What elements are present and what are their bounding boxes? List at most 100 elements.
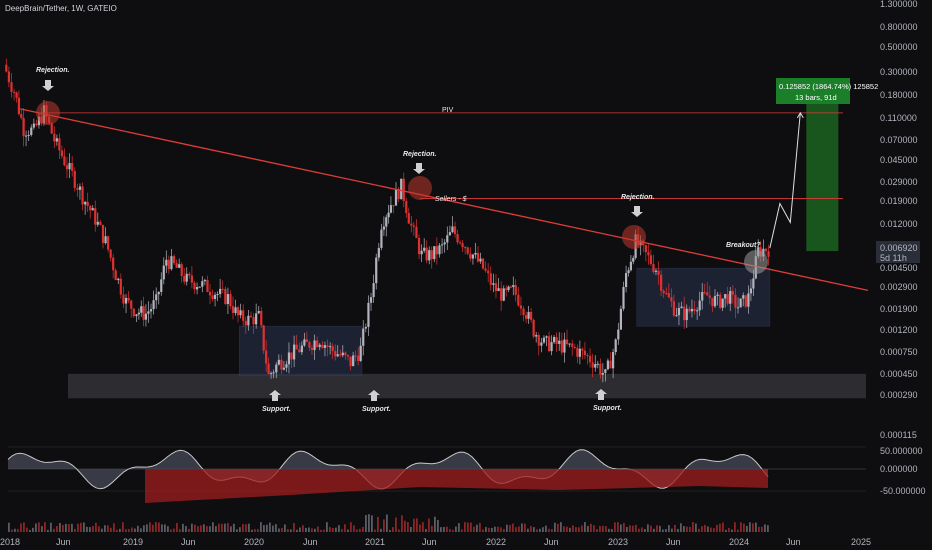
candle-body bbox=[17, 97, 21, 115]
volume-bar bbox=[77, 523, 79, 532]
time-tick: Jun bbox=[544, 537, 559, 547]
candle-body bbox=[172, 256, 176, 264]
volume-bar bbox=[53, 528, 55, 532]
volume-bar bbox=[620, 524, 622, 532]
candle-body bbox=[654, 270, 658, 272]
candle-body bbox=[665, 293, 668, 295]
chart-title: DeepBrain/Tether, 1W, GATEIO bbox=[5, 4, 117, 13]
candle-body bbox=[527, 311, 530, 319]
volume-bar bbox=[173, 528, 175, 532]
candle-body bbox=[130, 300, 133, 309]
volume-bar bbox=[56, 525, 58, 532]
candle-body bbox=[5, 64, 8, 72]
osc-tick: 0.000000 bbox=[880, 464, 918, 474]
candle-body bbox=[606, 360, 610, 370]
candle-body bbox=[517, 294, 520, 306]
volume-bar bbox=[755, 522, 757, 532]
volume-bar bbox=[65, 523, 67, 532]
candle-body bbox=[188, 273, 191, 276]
candle-body bbox=[178, 264, 181, 268]
volume-bar bbox=[116, 529, 118, 532]
volume-bar bbox=[683, 526, 685, 532]
volume-bar bbox=[521, 523, 523, 532]
volume-bar bbox=[41, 526, 43, 532]
volume-bar bbox=[26, 527, 28, 532]
candle-body bbox=[377, 247, 380, 258]
candle-body bbox=[267, 363, 270, 374]
volume-bar bbox=[692, 522, 694, 532]
candle-body bbox=[596, 363, 599, 365]
candle-body bbox=[35, 123, 38, 126]
volume-bar bbox=[11, 529, 13, 532]
candle-body bbox=[397, 189, 400, 200]
down-arrow-icon bbox=[413, 163, 425, 174]
volume-bar bbox=[251, 529, 253, 532]
candle-body bbox=[560, 340, 563, 353]
candle-body bbox=[685, 308, 688, 321]
candle-body bbox=[122, 294, 125, 304]
volume-bar bbox=[74, 528, 76, 532]
volume-bar bbox=[371, 515, 373, 532]
candle-body bbox=[670, 297, 673, 302]
volume-bar bbox=[281, 527, 283, 532]
candle-body bbox=[316, 340, 319, 348]
volume-bar bbox=[584, 522, 586, 532]
candle-body bbox=[438, 245, 441, 255]
candle-body bbox=[352, 355, 355, 367]
candle-body bbox=[565, 339, 569, 345]
volume-bar bbox=[227, 522, 229, 532]
osc-red-area bbox=[145, 469, 768, 503]
candle-body bbox=[73, 170, 76, 189]
price-axis[interactable]: 1.300000 0.800000 0.500000 0.300000 0.18… bbox=[880, 0, 918, 440]
volume-bar bbox=[236, 529, 238, 532]
volume-bar bbox=[752, 523, 754, 532]
volume-bar bbox=[206, 526, 208, 532]
candle-body bbox=[89, 206, 92, 211]
support-zone bbox=[68, 373, 866, 399]
candle-body bbox=[400, 178, 403, 200]
candle-body bbox=[747, 293, 750, 307]
volume-bar bbox=[179, 529, 181, 532]
candle-body bbox=[107, 236, 110, 250]
sellers-label: Sellers - $ bbox=[435, 196, 467, 203]
candle-body bbox=[466, 247, 469, 254]
volume-bar bbox=[668, 525, 670, 532]
candle-body bbox=[280, 359, 283, 370]
volume-bar bbox=[572, 525, 574, 532]
time-axis[interactable]: 2018 Jun 2019 Jun 2020 Jun 2021 Jun 2022… bbox=[0, 537, 871, 547]
candle-body bbox=[461, 243, 464, 248]
volume-bar bbox=[338, 525, 340, 532]
volume-bar bbox=[50, 522, 52, 532]
volume-bar bbox=[284, 524, 286, 532]
current-price-countdown: 5d 11h bbox=[880, 253, 907, 263]
candle-body bbox=[492, 283, 495, 285]
candle-body bbox=[99, 221, 102, 225]
candle-body bbox=[81, 186, 84, 205]
candle-body bbox=[433, 246, 436, 260]
volume-bar bbox=[764, 524, 766, 532]
volume-bar bbox=[650, 525, 652, 532]
volume-bar bbox=[470, 522, 472, 532]
candle-body bbox=[742, 295, 745, 299]
price-tick: 0.029000 bbox=[880, 177, 918, 187]
volume-bar bbox=[440, 527, 442, 532]
time-tick: 2020 bbox=[244, 537, 264, 547]
candle-body bbox=[71, 163, 74, 171]
breakout-label: Breakout? bbox=[726, 242, 761, 249]
volume-bar bbox=[725, 529, 727, 532]
up-arrow-icon bbox=[368, 390, 380, 401]
price-tick: 0.045000 bbox=[880, 155, 918, 165]
volume-bar bbox=[95, 522, 97, 532]
volume-bar bbox=[14, 528, 16, 532]
volume-bar bbox=[359, 528, 361, 532]
candle-body bbox=[380, 229, 383, 248]
price-tick: 0.070000 bbox=[880, 135, 918, 145]
candle-body bbox=[734, 294, 737, 308]
candle-body bbox=[420, 250, 423, 255]
volume-bar bbox=[542, 527, 544, 532]
candle-body bbox=[701, 292, 704, 301]
volume-bar bbox=[719, 523, 721, 532]
candle-body bbox=[242, 310, 245, 321]
candle-body bbox=[479, 258, 482, 262]
